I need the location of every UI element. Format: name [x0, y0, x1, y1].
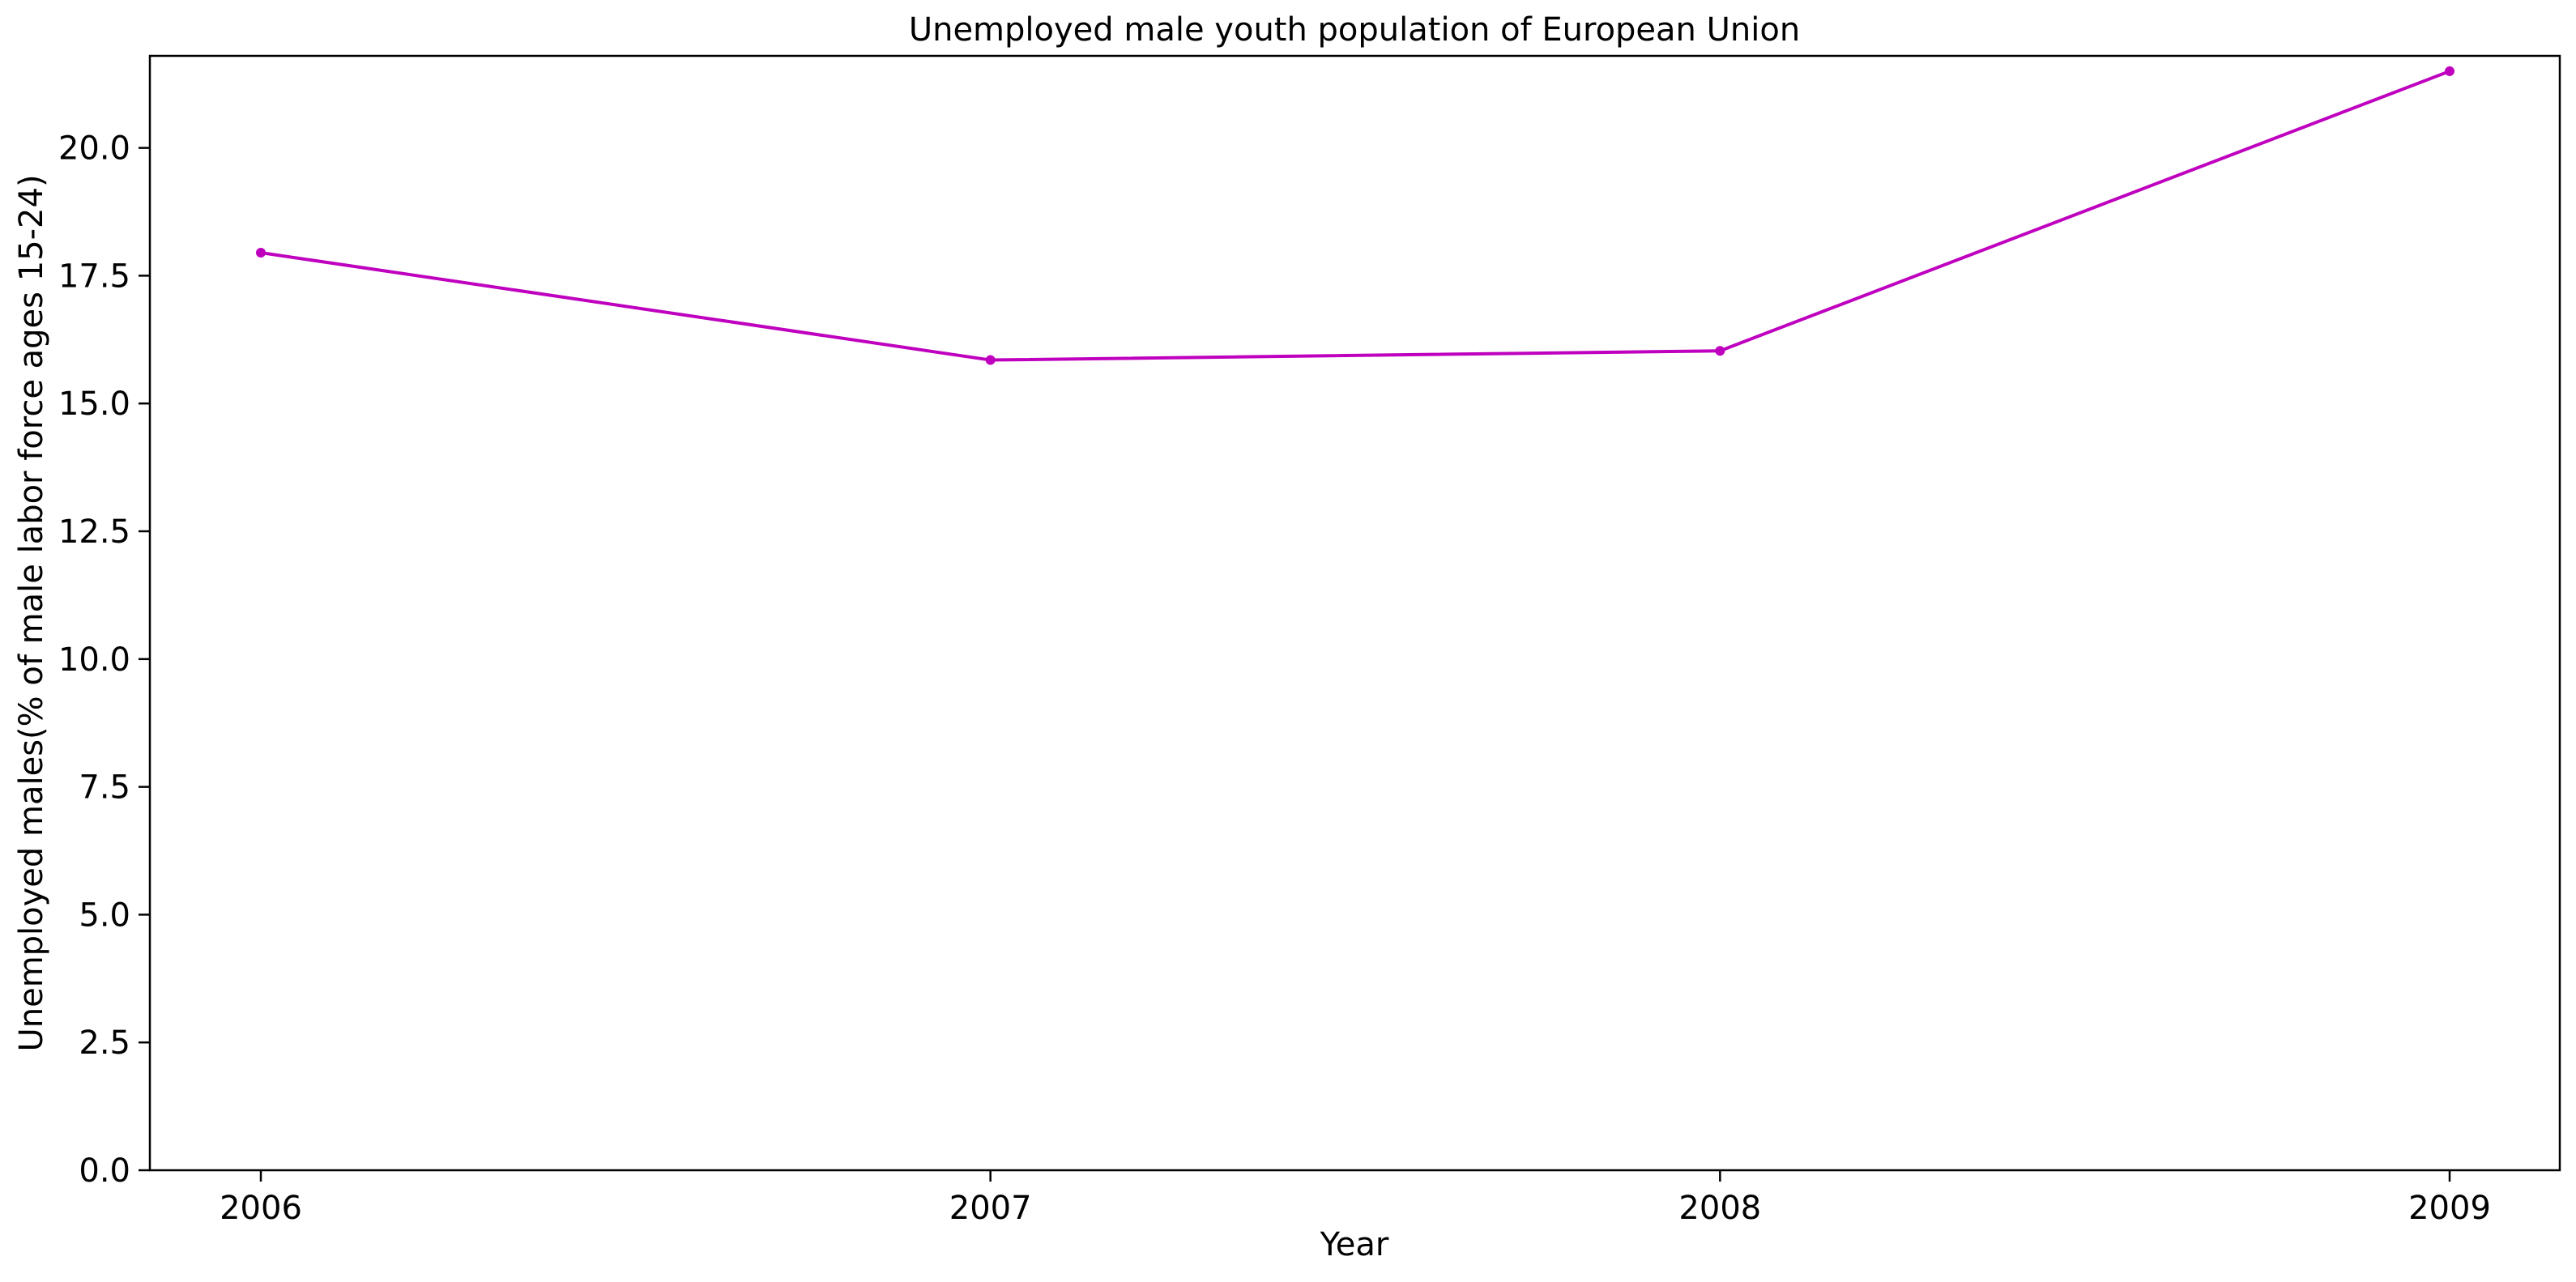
- data-point: [2445, 66, 2454, 76]
- x-tick-label: 2008: [1678, 1190, 1761, 1227]
- series-layer: [256, 66, 2454, 365]
- y-tick-label: 0.0: [79, 1152, 130, 1190]
- chart-title: Unemployed male youth population of Euro…: [909, 11, 1800, 49]
- x-axis: 2006 2007 2008 2009: [220, 1170, 2491, 1227]
- y-tick-label: 15.0: [58, 385, 130, 423]
- x-tick-label: 2007: [949, 1190, 1032, 1227]
- y-axis: 0.0 2.5 5.0 7.5 10.0 12.5 15.0 17.5 20.0: [58, 130, 150, 1190]
- y-tick-label: 20.0: [58, 130, 130, 168]
- plot-area: [148, 54, 2561, 1172]
- x-tick-label: 2006: [220, 1190, 302, 1227]
- y-tick-label: 12.5: [58, 513, 130, 551]
- y-tick-label: 10.0: [58, 641, 130, 679]
- y-axis-label: Unemployed males(% of male labor force a…: [13, 174, 50, 1051]
- x-tick-label: 2009: [2408, 1190, 2491, 1227]
- x-axis-label: Year: [1320, 1226, 1389, 1263]
- data-point: [985, 355, 996, 365]
- y-tick-label: 2.5: [79, 1024, 130, 1062]
- series-line: [260, 70, 2450, 362]
- data-point: [256, 248, 266, 258]
- y-tick-label: 5.0: [79, 897, 130, 934]
- y-tick-label: 7.5: [79, 769, 130, 807]
- data-point: [1715, 346, 1725, 356]
- y-tick-label: 17.5: [58, 258, 130, 295]
